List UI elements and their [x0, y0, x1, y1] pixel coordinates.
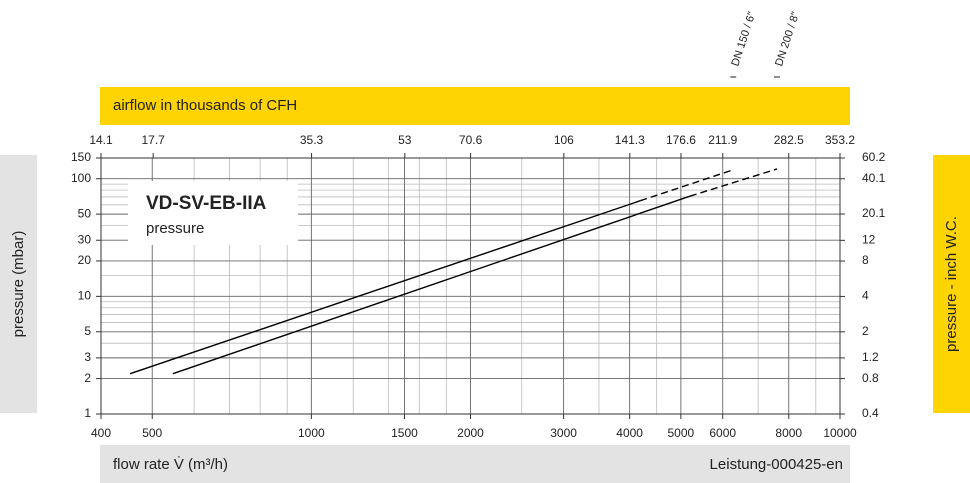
- series-line: [689, 168, 778, 197]
- x2-tick-label: 70.6: [459, 133, 483, 147]
- chart-title: VD-SV-EB-IIA: [146, 193, 267, 214]
- right-banner: [933, 155, 970, 413]
- x-tick-label: 8000: [775, 426, 802, 440]
- y-tick-label: 1: [84, 406, 91, 420]
- y-axis-title: pressure (mbar): [10, 231, 27, 338]
- y2-tick-label: 12: [862, 233, 876, 247]
- x2-tick-label: 141.3: [615, 133, 645, 147]
- x-tick-label: 10000: [823, 426, 857, 440]
- x-tick-label: 1500: [391, 426, 418, 440]
- top-banner: [100, 87, 850, 125]
- title-box: [128, 181, 298, 245]
- x2-tick-label: 106: [554, 133, 574, 147]
- x2-tick-label: 17.7: [141, 133, 165, 147]
- y-tick-label: 10: [78, 289, 92, 303]
- footnote: Leistung-000425-en: [710, 456, 843, 473]
- x2-tick-label: 176.6: [666, 133, 696, 147]
- x-tick-label: 400: [91, 426, 111, 440]
- x2-tick-label: 211.9: [708, 133, 737, 147]
- y2-tick-label: 20.1: [862, 206, 886, 220]
- plot-frame: [100, 157, 841, 415]
- y-tick-label: 2: [84, 371, 91, 385]
- x2-axis-title: airflow in thousands of CFH: [113, 97, 297, 114]
- y2-tick-label: 40.1: [862, 171, 886, 185]
- x2-tick-label: 282.5: [774, 133, 804, 147]
- y-tick-label: 50: [78, 206, 92, 220]
- x2-tick-label: 353.2: [825, 133, 855, 147]
- y-tick-label: 5: [84, 324, 91, 338]
- y2-axis-title: pressure - inch W.C.: [943, 216, 960, 352]
- y2-tick-label: 0.8: [862, 371, 879, 385]
- x-tick-label: 5000: [668, 426, 695, 440]
- x2-tick-label: 53: [398, 133, 412, 147]
- series-line: [129, 200, 641, 375]
- y2-tick-label: 4: [862, 289, 869, 303]
- x-tick-label: 500: [142, 426, 162, 440]
- y-tick-label: 20: [78, 253, 92, 267]
- x2-tick-label: 35.3: [300, 133, 324, 147]
- y2-tick-label: 1.2: [862, 350, 879, 364]
- y-tick-label: 3: [84, 350, 91, 364]
- y2-tick-label: 0.4: [862, 406, 879, 420]
- x-tick-label: 6000: [709, 426, 736, 440]
- series-label: DN 200 / 8": [773, 10, 802, 68]
- y-tick-label: 150: [71, 150, 91, 164]
- y-tick-label: 30: [78, 232, 92, 246]
- x-tick-label: 1000: [298, 426, 325, 440]
- x-tick-label: 4000: [616, 426, 643, 440]
- chart-subtitle: pressure: [146, 220, 204, 237]
- x-tick-label: 2000: [457, 426, 484, 440]
- left-banner: [0, 155, 37, 413]
- x-axis-title: flow rate V̇ (m³/h): [113, 456, 228, 473]
- y2-tick-label: 2: [862, 324, 869, 338]
- y2-tick-label: 60.2: [862, 150, 886, 164]
- series-label: DN 150 / 6": [729, 10, 758, 68]
- x-tick-label: 3000: [550, 426, 577, 440]
- y-tick-label: 100: [71, 171, 91, 185]
- series-line: [172, 195, 691, 375]
- y2-tick-label: 8: [862, 253, 869, 267]
- bottom-banner: [100, 445, 850, 483]
- x2-tick-label: 14.1: [89, 133, 113, 147]
- series-line: [640, 169, 734, 202]
